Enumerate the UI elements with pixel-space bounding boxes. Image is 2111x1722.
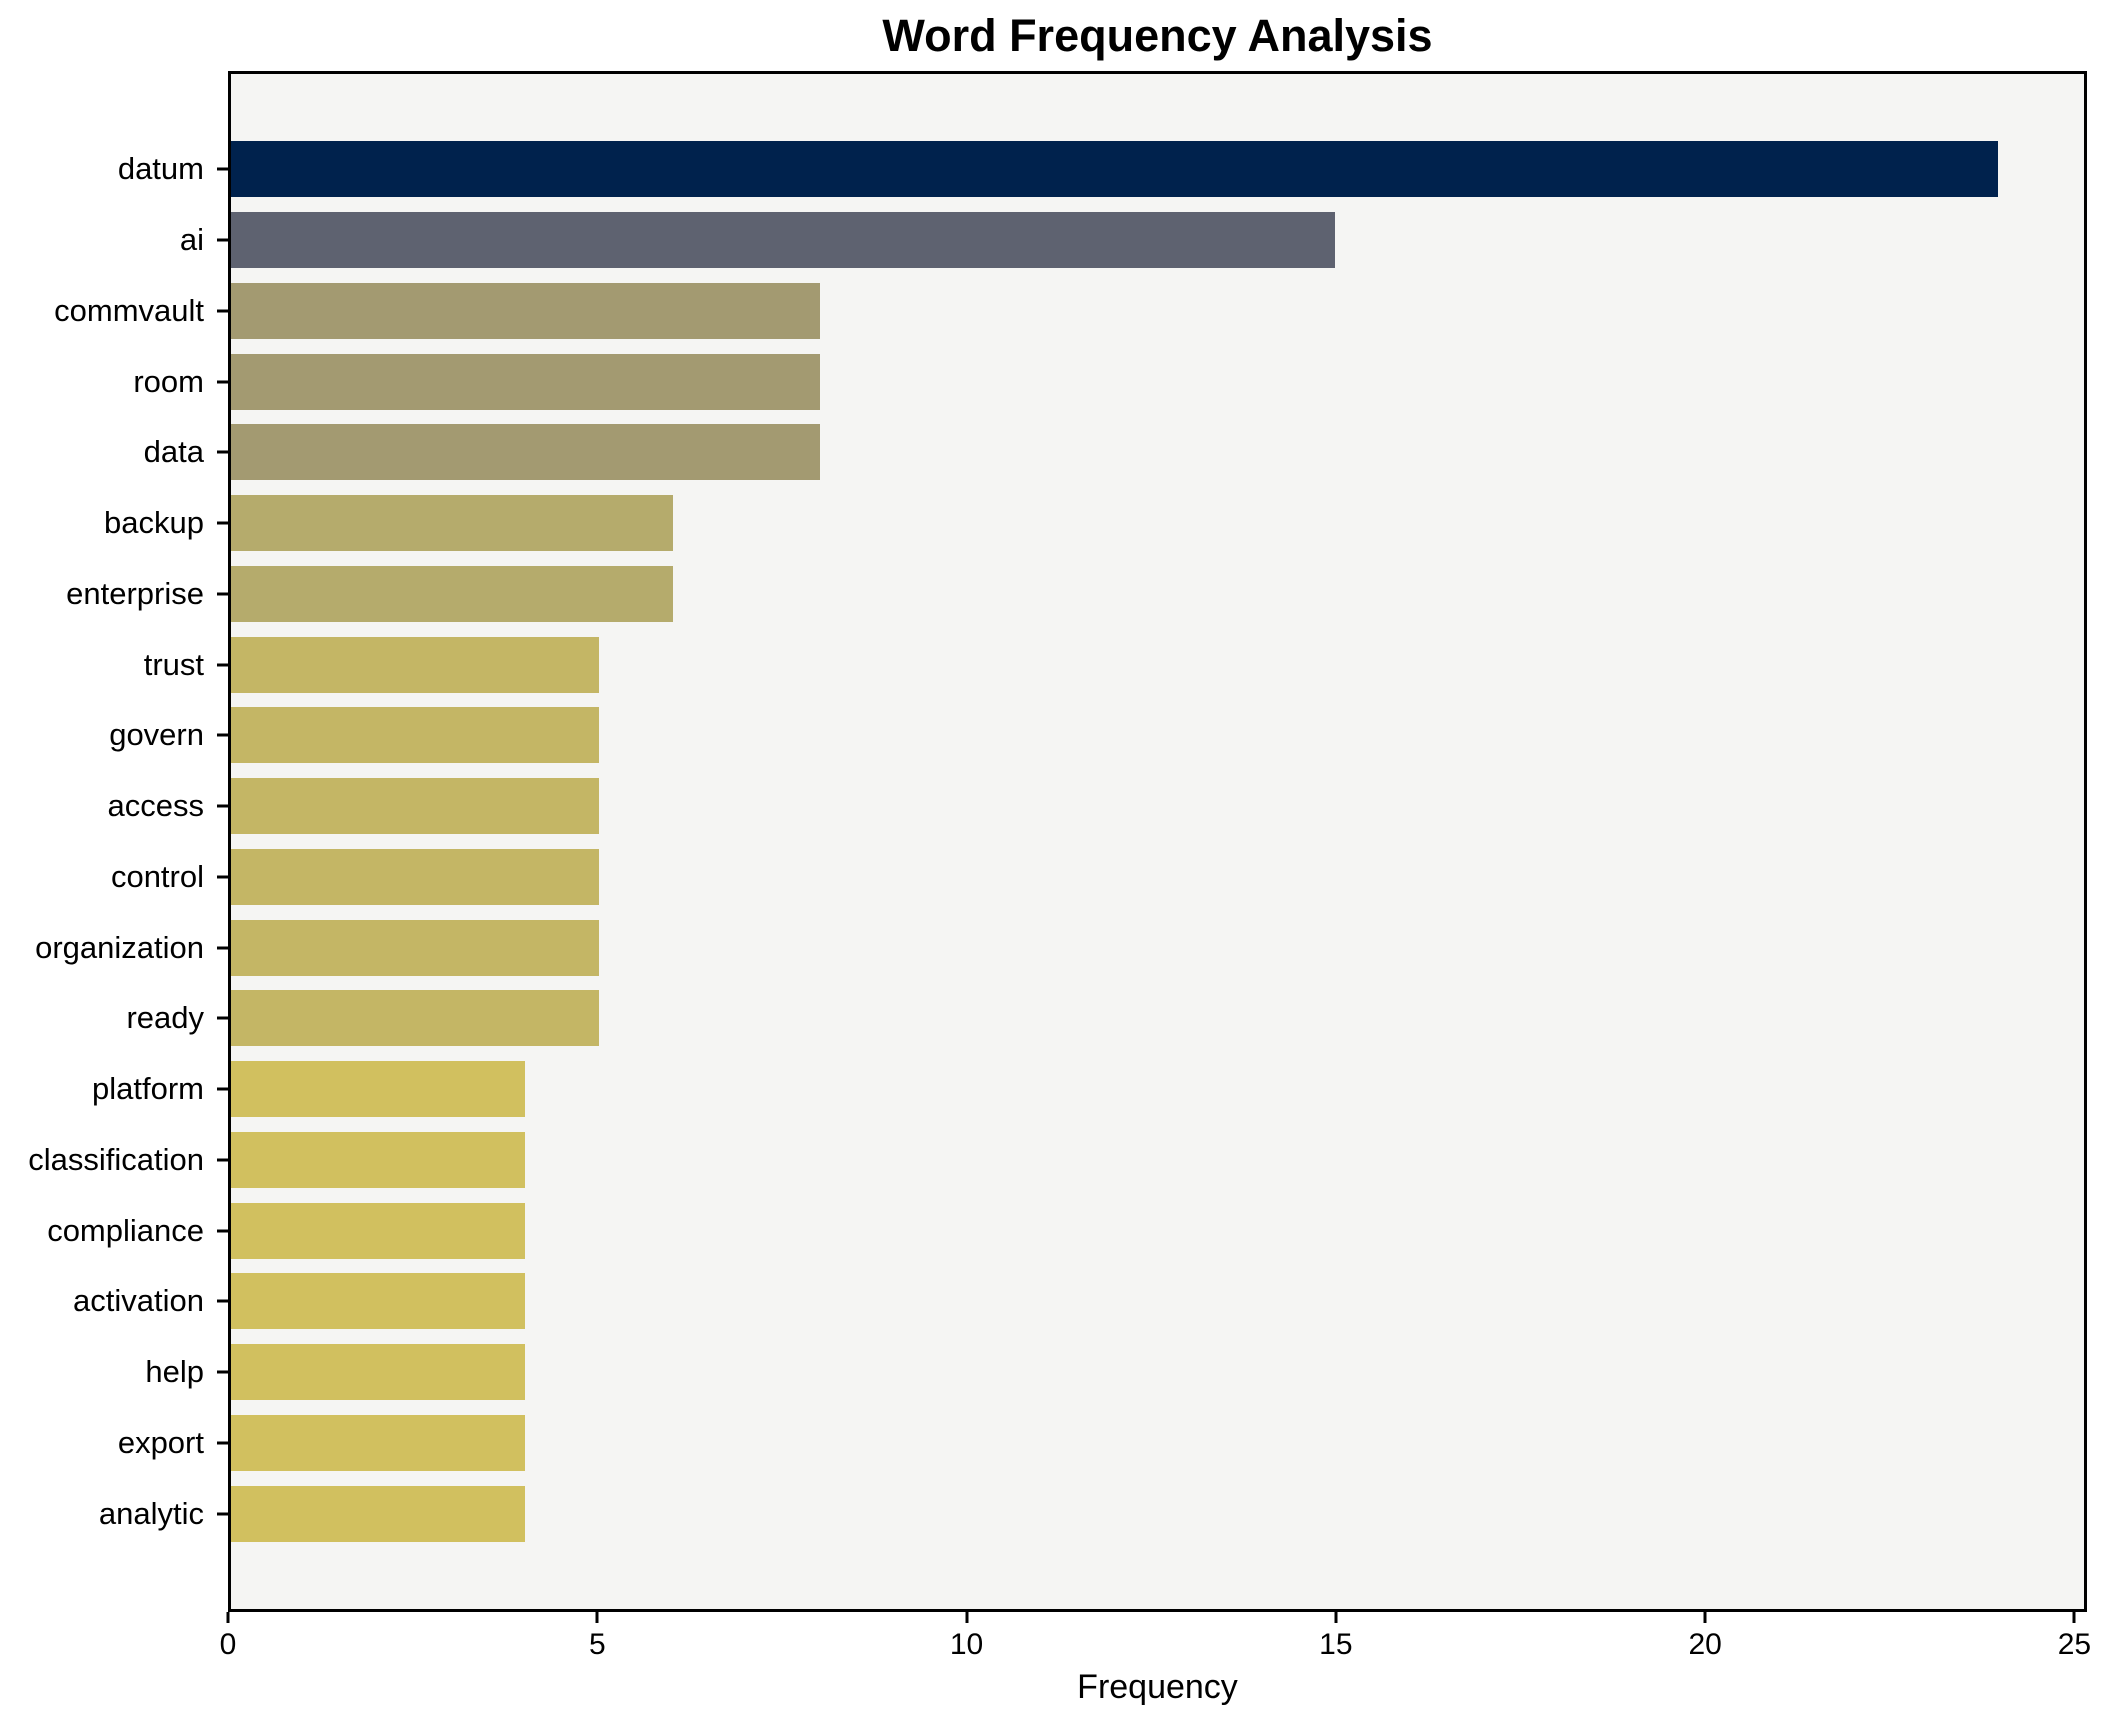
y-tick-label-backup: backup — [104, 505, 204, 541]
x-tick-mark-5 — [595, 1612, 599, 1623]
x-axis: 0 5 10 15 20 25 — [220, 1612, 2091, 1672]
bar-govern — [231, 707, 600, 764]
x-tick-mark-20 — [1703, 1612, 1707, 1623]
bars-container: datum ai commvault room data backup enterprise… — [28, 74, 2084, 1609]
x-tick-mark-25 — [2072, 1612, 2076, 1623]
bar-row-activation: activation — [73, 1266, 2084, 1337]
bar-access — [231, 778, 600, 835]
bar-row-room: room — [133, 346, 2084, 417]
bar-row-classification: classification — [28, 1125, 2084, 1196]
bar-row-export: export — [118, 1408, 2084, 1479]
y-tick-label-analytic: analytic — [98, 1495, 204, 1531]
y-tick-mark — [217, 167, 228, 171]
y-tick-mark — [217, 804, 228, 808]
bar-ai — [231, 212, 1336, 269]
chart-title: Word Frequency Analysis — [882, 10, 1433, 61]
bar-row-access: access — [108, 771, 2084, 842]
x-tick-label-25: 25 — [2057, 1628, 2092, 1661]
y-tick-mark — [217, 733, 228, 737]
y-tick-label-commvault: commvault — [54, 292, 204, 328]
y-tick-label-control: control — [110, 858, 204, 894]
x-tick-label-10: 10 — [949, 1628, 984, 1661]
y-tick-mark — [217, 592, 228, 596]
y-tick-label-organization: organization — [35, 929, 204, 965]
y-tick-mark — [217, 663, 228, 667]
bar-room — [231, 353, 820, 410]
y-tick-mark — [217, 521, 228, 525]
bar-row-control: control — [111, 842, 2084, 913]
bar-row-organization: organization — [35, 912, 2084, 983]
x-tick-label-0: 0 — [219, 1628, 237, 1661]
bar-platform — [231, 1061, 526, 1118]
y-tick-label-access: access — [107, 788, 204, 824]
y-tick-label-datum: datum — [117, 151, 204, 187]
y-tick-label-govern: govern — [109, 717, 204, 753]
bar-export — [231, 1414, 526, 1471]
y-tick-label-platform: platform — [92, 1071, 204, 1107]
bar-analytic — [231, 1485, 526, 1542]
bar-row-platform: platform — [92, 1054, 2084, 1125]
y-tick-label-ai: ai — [179, 222, 204, 258]
bar-row-analytic: analytic — [99, 1478, 2084, 1549]
bar-activation — [231, 1273, 526, 1330]
bar-ready — [231, 990, 600, 1047]
x-tick-label-5: 5 — [588, 1628, 606, 1661]
x-tick-label-20: 20 — [1688, 1628, 1722, 1661]
bar-row-ai: ai — [180, 205, 2084, 276]
x-axis-label: Frequency — [1077, 1668, 1238, 1706]
bar-row-help: help — [145, 1337, 2084, 1408]
y-tick-label-enterprise: enterprise — [66, 575, 204, 611]
bar-organization — [231, 919, 600, 976]
bar-row-backup: backup — [104, 488, 2084, 559]
bar-row-enterprise: enterprise — [66, 559, 2084, 630]
y-tick-label-data: data — [143, 434, 204, 470]
y-tick-label-export: export — [117, 1424, 204, 1460]
y-tick-label-trust: trust — [143, 646, 204, 682]
bar-backup — [231, 495, 673, 552]
x-tick-mark-0 — [226, 1612, 230, 1623]
y-tick-label-compliance: compliance — [47, 1212, 204, 1248]
plot-area: datum ai commvault room data backup enterprise… — [28, 71, 2087, 1612]
x-tick-mark-10 — [965, 1612, 969, 1623]
y-tick-mark — [217, 1370, 228, 1374]
bar-row-ready: ready — [126, 983, 2084, 1054]
bar-help — [231, 1344, 526, 1401]
y-tick-mark — [217, 1016, 228, 1020]
y-tick-mark — [217, 1087, 228, 1091]
y-tick-mark — [217, 946, 228, 950]
y-tick-label-room: room — [133, 363, 204, 399]
y-tick-mark — [217, 1229, 228, 1233]
bar-datum — [231, 141, 1998, 198]
y-tick-label-help: help — [145, 1354, 204, 1390]
bar-row-commvault: commvault — [54, 276, 2084, 347]
y-tick-mark — [217, 309, 228, 313]
bar-enterprise — [231, 565, 673, 622]
y-tick-mark — [217, 1299, 228, 1303]
y-tick-mark — [217, 875, 228, 879]
bar-control — [231, 848, 600, 905]
x-tick-mark-15 — [1334, 1612, 1338, 1623]
y-tick-label-classification: classification — [28, 1141, 204, 1177]
y-tick-mark — [217, 1158, 228, 1162]
y-tick-label-ready: ready — [126, 1000, 204, 1036]
y-tick-mark — [217, 380, 228, 384]
bar-row-compliance: compliance — [47, 1195, 2084, 1266]
bar-row-trust: trust — [144, 629, 2084, 700]
x-tick-label-15: 15 — [1319, 1628, 1353, 1661]
bar-compliance — [231, 1202, 526, 1259]
bar-classification — [231, 1131, 526, 1188]
bar-trust — [231, 636, 600, 693]
bar-commvault — [231, 282, 820, 339]
bar-row-govern: govern — [109, 700, 2084, 771]
y-tick-mark — [217, 1441, 228, 1445]
bar-row-data: data — [144, 417, 2084, 488]
bar-row-datum: datum — [118, 134, 2084, 205]
y-tick-mark — [217, 1512, 228, 1516]
y-tick-label-activation: activation — [73, 1283, 204, 1319]
bar-data — [231, 424, 820, 481]
y-tick-mark — [217, 238, 228, 242]
y-tick-mark — [217, 450, 228, 454]
